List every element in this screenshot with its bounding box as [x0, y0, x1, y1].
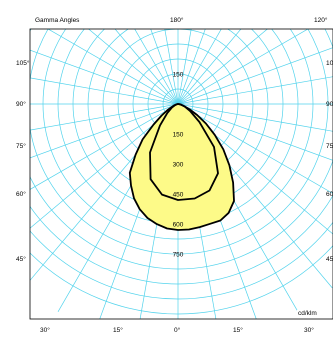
angle-label-right: 45 [326, 256, 333, 263]
grid-spoke [177, 29, 192, 105]
grid-spoke [30, 103, 179, 229]
radial-tick-label: 600 [173, 222, 184, 229]
grid-spoke [177, 103, 333, 194]
grid-spoke [47, 29, 179, 105]
grid-spoke [30, 49, 179, 105]
angle-label-right: 90 [326, 101, 333, 108]
grid-spoke [114, 29, 179, 105]
grid-spoke [177, 29, 206, 105]
grid-spoke [164, 29, 179, 105]
angle-label-bottom: 0° [174, 327, 181, 334]
grid-spoke [177, 47, 333, 105]
grid-spoke [30, 77, 179, 105]
angle-label-left: 90° [16, 101, 26, 108]
angle-label-top-center: 180° [170, 17, 184, 24]
angle-label-top-right: 120° [314, 17, 328, 24]
radial-tick-label-top: 150 [173, 72, 184, 79]
distribution-curves [128, 103, 235, 231]
unit-label: cd/klm [297, 310, 318, 317]
grid-spoke [177, 29, 222, 105]
grid-spoke [150, 29, 179, 105]
angle-label-bottom: 30° [40, 327, 50, 334]
distribution-curve [128, 103, 235, 231]
grid-spoke [177, 103, 333, 132]
angle-label-left: 105° [16, 60, 30, 67]
grid-spoke [177, 29, 268, 105]
plot-frame [29, 28, 333, 320]
grid-spoke [177, 29, 309, 105]
grid-spoke [30, 103, 179, 159]
grid-spoke [177, 76, 333, 105]
angle-label-right: 60 [326, 191, 333, 198]
radial-tick-labels: 150 300 450 600 750 150 [173, 72, 184, 259]
angle-label-left: 60° [16, 191, 26, 198]
radial-tick-label: 450 [173, 192, 184, 199]
angle-label-left: 75° [16, 143, 26, 150]
angle-label-bottom: 15° [113, 327, 123, 334]
angle-label-right: 75 [326, 143, 333, 150]
distribution-curve [149, 103, 219, 201]
radial-tick-label: 300 [173, 162, 184, 169]
chart-title: Gamma Angles [35, 17, 80, 24]
angle-label-right: 10 [326, 60, 333, 67]
grid-spoke [134, 29, 179, 105]
grid-spoke [88, 29, 179, 105]
grid-spoke [177, 29, 242, 105]
angle-label-bottom: 30° [304, 327, 314, 334]
radial-tick-label: 150 [173, 132, 184, 139]
grid-spoke [30, 103, 179, 131]
grid-spoke [177, 103, 333, 161]
angle-label-bottom: 15° [233, 327, 243, 334]
grid-spoke [30, 103, 179, 190]
radial-tick-label: 750 [173, 252, 184, 259]
angle-label-left: 45° [16, 256, 26, 263]
